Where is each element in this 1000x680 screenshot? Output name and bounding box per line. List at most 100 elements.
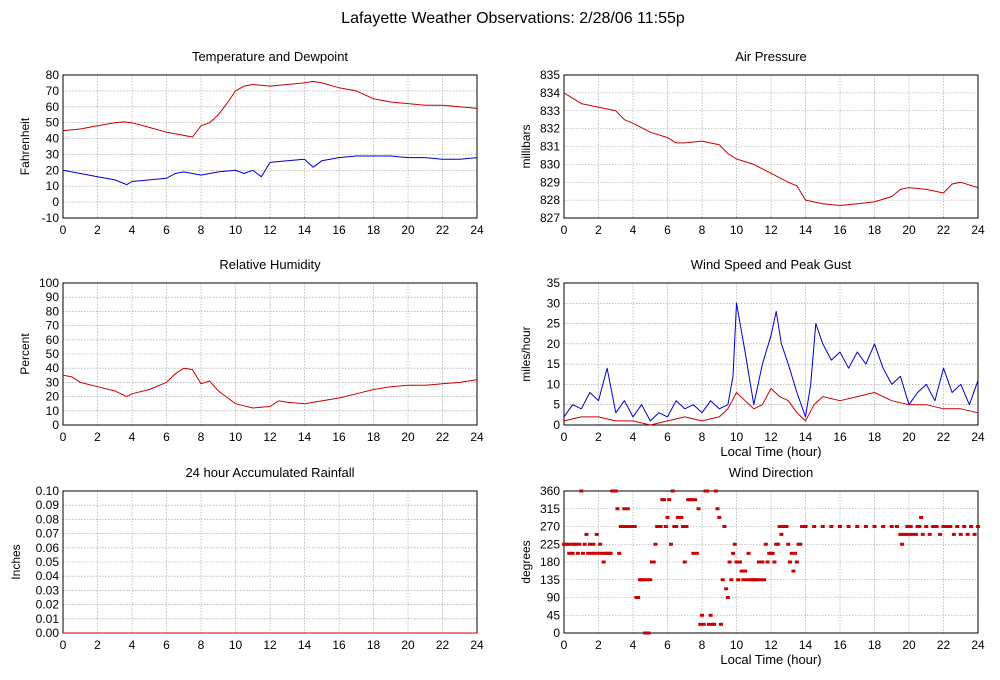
direction-point — [617, 551, 622, 555]
x-tick-label: 6 — [163, 223, 170, 237]
direction-point — [720, 578, 725, 582]
direction-point — [665, 515, 670, 519]
y-tick-label: 45 — [547, 608, 561, 622]
direction-point — [708, 613, 713, 617]
x-tick-label: 18 — [367, 638, 381, 652]
x-tick-label: 10 — [229, 430, 243, 444]
direction-point — [567, 551, 572, 555]
direction-point — [636, 596, 641, 599]
y-tick-label: 40 — [46, 361, 60, 375]
direction-point — [838, 525, 842, 528]
direction-point — [580, 551, 585, 555]
x-tick-label: 2 — [94, 223, 101, 237]
direction-point — [579, 489, 584, 493]
direction-point — [684, 525, 689, 528]
x-tick-label: 24 — [470, 430, 484, 444]
direction-point — [760, 560, 765, 564]
plot-frame — [563, 282, 979, 426]
y-tick-label: 70 — [46, 84, 60, 98]
x-tick-label: 18 — [868, 430, 882, 444]
x-tick-label: 8 — [198, 430, 205, 444]
x-tick-label: 10 — [730, 430, 744, 444]
x-tick-label: 4 — [630, 223, 637, 237]
y-tick-label: 828 — [540, 193, 560, 207]
direction-point — [624, 525, 629, 528]
y-tick-label: 80 — [46, 68, 60, 82]
direction-point — [962, 525, 967, 528]
x-tick-label: 4 — [129, 430, 136, 444]
y-tick-label: 5 — [553, 398, 560, 412]
direction-point — [846, 525, 851, 528]
x-tick-label: 16 — [833, 430, 847, 444]
direction-point — [969, 525, 974, 528]
x-tick-label: 22 — [937, 638, 951, 652]
direction-point — [881, 525, 886, 528]
direction-point — [570, 551, 575, 555]
x-tick-label: 24 — [971, 430, 985, 444]
x-tick-label: 14 — [298, 223, 312, 237]
x-tick-label: 20 — [902, 430, 916, 444]
y-tick-label: 0.06 — [36, 541, 60, 555]
x-tick-label: 14 — [799, 638, 813, 652]
x-tick-label: 14 — [298, 638, 312, 652]
direction-point — [681, 525, 686, 528]
chart-humidity: 0 2 4 6 8 10 12 14 16 18 20 22 240102030405060708090… — [18, 257, 484, 444]
x-tick-label: 24 — [971, 638, 985, 652]
direction-point — [696, 507, 701, 511]
y-tick-label: 180 — [540, 555, 560, 569]
y-tick-label: 70 — [46, 319, 60, 333]
y-axis-label: Inches — [9, 544, 23, 579]
x-tick-label: 16 — [332, 223, 346, 237]
y-tick-label: 30 — [547, 296, 561, 310]
direction-point — [679, 515, 684, 519]
direction-point — [565, 542, 570, 546]
direction-point — [765, 560, 770, 564]
series-line-0 — [563, 92, 979, 206]
series-line-0 — [563, 302, 979, 422]
direction-point — [770, 551, 775, 555]
x-tick-label: 4 — [630, 430, 637, 444]
direction-point — [944, 525, 949, 528]
plot-frame — [563, 490, 979, 634]
y-tick-label: 835 — [540, 68, 560, 82]
direction-point — [586, 551, 591, 555]
direction-point — [972, 532, 977, 536]
direction-point — [648, 578, 653, 582]
direction-point — [725, 596, 730, 599]
direction-point — [643, 631, 648, 635]
direction-point — [976, 525, 980, 528]
direction-point — [713, 489, 718, 493]
direction-point — [777, 525, 782, 528]
direction-point — [596, 551, 601, 555]
direction-point — [599, 551, 604, 555]
direction-point — [698, 622, 703, 626]
direction-point — [608, 551, 613, 555]
x-tick-label: 6 — [664, 223, 671, 237]
direction-point — [582, 542, 587, 546]
chart-rain: 0 2 4 6 8 10 12 14 16 18 20 22 240.000.010.020.030.0… — [9, 465, 484, 652]
direction-point — [737, 560, 742, 564]
direction-point — [700, 613, 704, 617]
direction-point — [693, 498, 698, 502]
y-tick-label: 80 — [46, 304, 60, 318]
y-tick-label: 90 — [547, 591, 561, 605]
direction-point — [746, 551, 751, 555]
direction-point — [668, 542, 673, 546]
y-tick-label: 0 — [52, 195, 59, 209]
x-tick-label: 12 — [764, 223, 778, 237]
y-tick-label: 0.08 — [36, 512, 60, 526]
x-tick-label: 2 — [595, 430, 602, 444]
direction-point — [682, 560, 687, 564]
direction-point — [644, 578, 649, 582]
x-tick-label: 18 — [367, 223, 381, 237]
y-tick-label: 0.03 — [36, 583, 60, 597]
x-tick-label: 0 — [60, 430, 67, 444]
direction-point — [712, 622, 717, 626]
direction-point — [601, 560, 606, 564]
direction-point — [775, 542, 780, 546]
x-tick-label: 20 — [401, 223, 415, 237]
chart-wind: 0 2 4 6 8 10 12 14 16 18 20 22 2405101520253035Wind … — [519, 257, 985, 459]
direction-point — [784, 525, 789, 528]
y-tick-label: 60 — [46, 100, 60, 114]
direction-point — [793, 551, 798, 555]
